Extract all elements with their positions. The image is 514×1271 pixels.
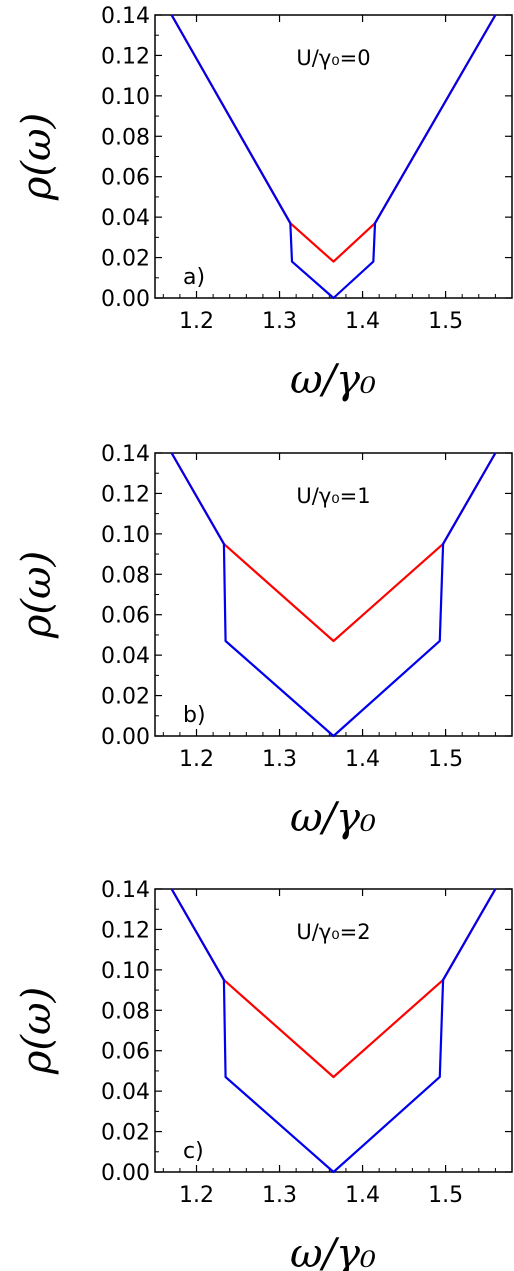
y-tick-label: 0.12 (101, 918, 150, 943)
y-tick-label: 0.08 (101, 563, 150, 588)
y-tick-label: 0.08 (101, 125, 150, 150)
panel-label: c) (183, 1139, 204, 1164)
y-tick-label: 0.08 (101, 999, 150, 1024)
y-tick-label: 0.04 (101, 644, 150, 669)
y-tick-label: 0.10 (101, 959, 150, 984)
x-tick-label: 1.3 (262, 747, 297, 772)
series-line-2 (170, 452, 497, 738)
series-line-2 (170, 14, 497, 300)
series-line-1 (170, 888, 497, 1079)
x-axis-title: ω/γ₀ (290, 1231, 376, 1271)
y-tick-label: 0.10 (101, 85, 150, 110)
panel-label: b) (183, 703, 206, 728)
x-tick-label: 1.4 (345, 1183, 380, 1208)
y-axis-title: ρ(ω) (14, 551, 60, 639)
x-tick-label: 1.5 (428, 747, 463, 772)
y-tick-label: 0.14 (101, 4, 150, 29)
y-tick-label: 0.02 (101, 685, 150, 710)
x-tick-label: 1.3 (262, 309, 297, 334)
y-tick-label: 0.06 (101, 1040, 150, 1065)
parameter-annotation: U/γ₀=1 (296, 484, 370, 508)
chart-panel-1: 0.00 0.02 0.04 0.06 0.08 0.10 0.12 0.14 1.2 1.3 1.… (14, 4, 513, 403)
y-tick-label: 0.14 (101, 878, 150, 903)
y-tick-label: 0.02 (101, 247, 150, 272)
y-tick-label: 0.04 (101, 1080, 150, 1105)
x-tick-label: 1.2 (179, 309, 214, 334)
y-tick-label: 0.00 (101, 1161, 150, 1186)
x-tick-label: 1.4 (345, 309, 380, 334)
parameter-annotation: U/γ₀=0 (296, 46, 370, 70)
y-tick-label: 0.00 (101, 725, 150, 750)
chart-panel-2: 0.00 0.02 0.04 0.06 0.08 0.10 0.12 0.14 1.2 1.3 1.… (14, 442, 513, 841)
chart-panel-3: 0.00 0.02 0.04 0.06 0.08 0.10 0.12 0.14 1.2 1.3 1.… (14, 878, 513, 1271)
series-line-2 (170, 888, 497, 1174)
y-tick-label: 0.12 (101, 44, 150, 69)
y-tick-label: 0.00 (101, 287, 150, 312)
panel-label: a) (183, 265, 205, 290)
y-tick-label: 0.12 (101, 482, 150, 507)
y-axis-title: ρ(ω) (14, 113, 60, 201)
x-tick-label: 1.2 (179, 747, 214, 772)
y-tick-label: 0.14 (101, 442, 150, 467)
y-tick-label: 0.02 (101, 1121, 150, 1146)
x-tick-label: 1.5 (428, 309, 463, 334)
y-tick-label: 0.04 (101, 206, 150, 231)
x-tick-label: 1.3 (262, 1183, 297, 1208)
x-tick-label: 1.5 (428, 1183, 463, 1208)
x-axis-title: ω/γ₀ (290, 357, 376, 403)
y-tick-label: 0.10 (101, 523, 150, 548)
y-tick-label: 0.06 (101, 166, 150, 191)
parameter-annotation: U/γ₀=2 (296, 920, 370, 944)
series-line-1 (170, 452, 497, 643)
x-tick-label: 1.2 (179, 1183, 214, 1208)
y-tick-label: 0.06 (101, 604, 150, 629)
x-axis-title: ω/γ₀ (290, 795, 376, 841)
y-axis-title: ρ(ω) (14, 987, 60, 1075)
x-tick-label: 1.4 (345, 747, 380, 772)
